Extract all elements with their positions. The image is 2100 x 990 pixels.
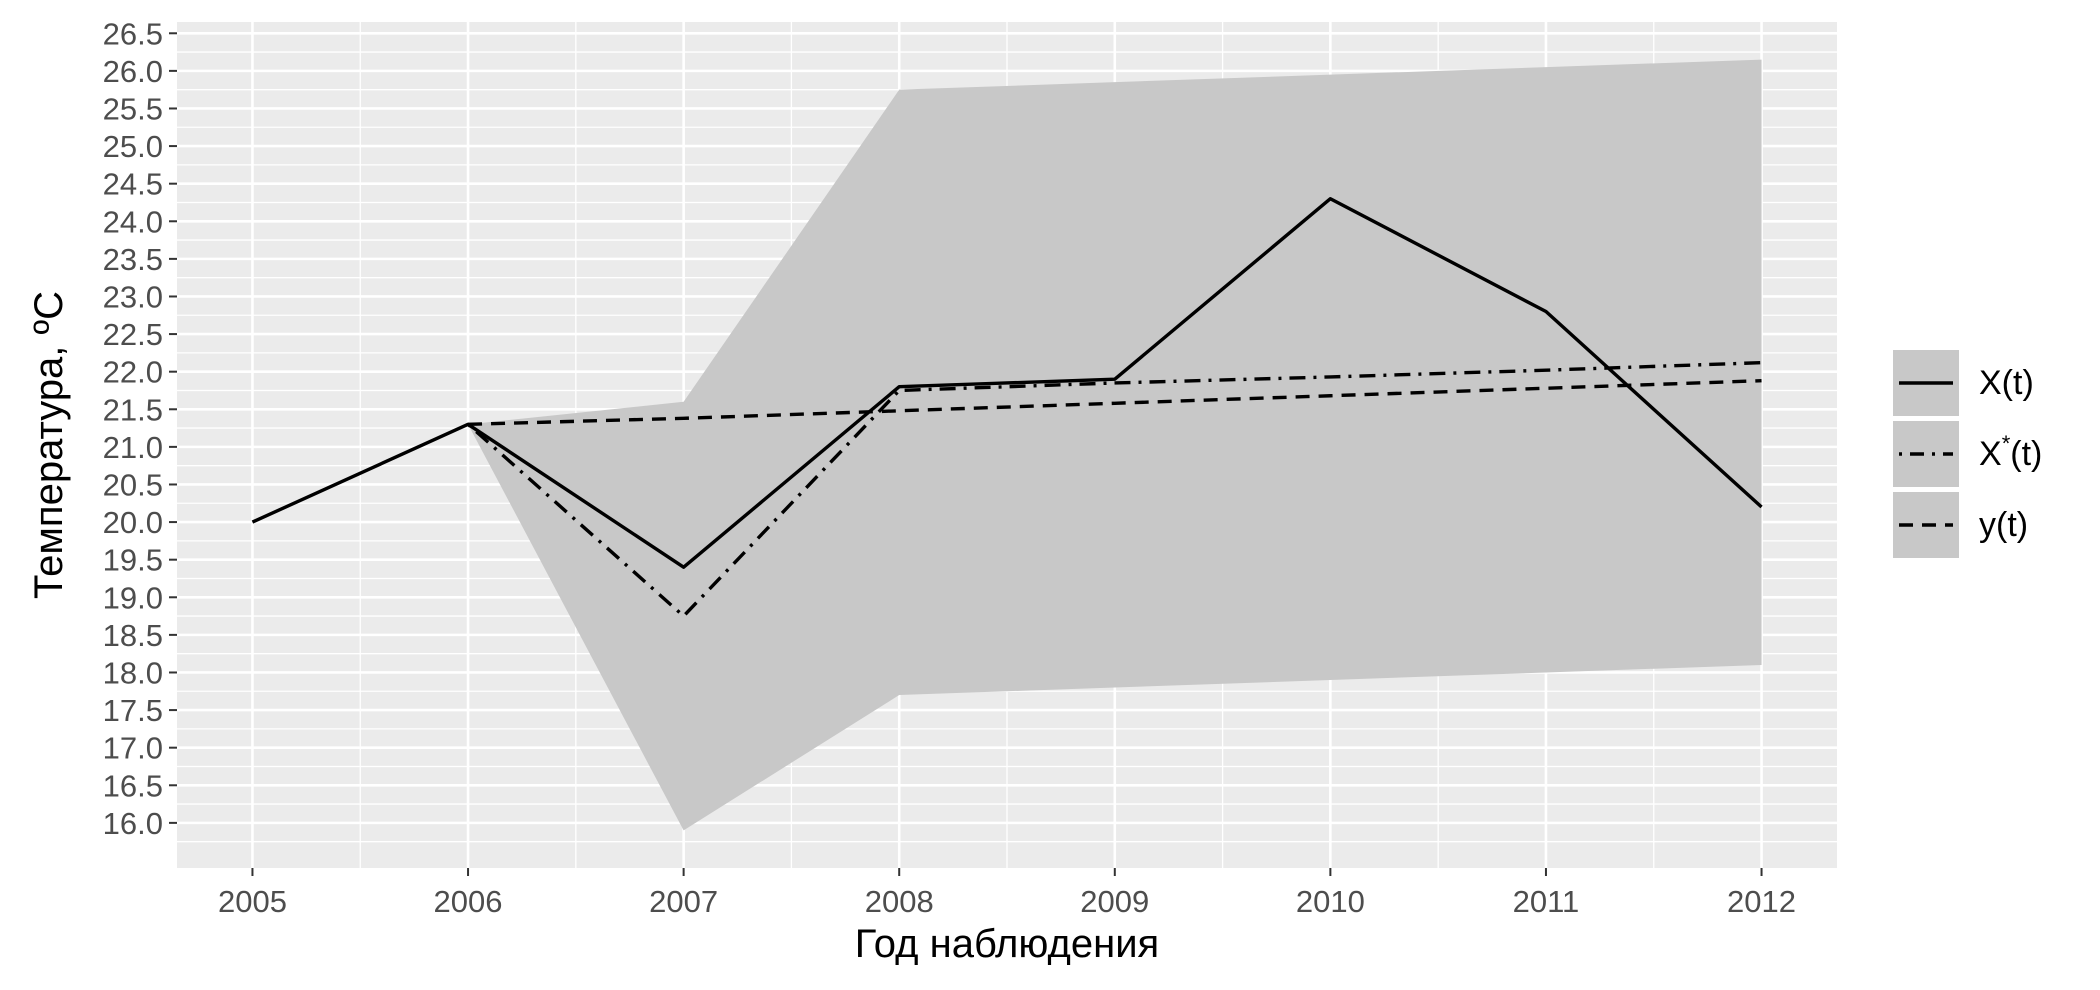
- legend-label: X(t): [1979, 364, 2034, 402]
- y-tick-label: 23.5: [103, 242, 163, 277]
- y-tick-label: 16.0: [103, 806, 163, 841]
- y-tick-label: 18.5: [103, 618, 163, 653]
- y-tick-label: 24.0: [103, 204, 163, 239]
- y-tick-label: 26.0: [103, 54, 163, 89]
- y-axis-title: Температура, ºС: [27, 291, 71, 599]
- y-tick-label: 23.0: [103, 279, 163, 314]
- y-tick-label: 20.0: [103, 505, 163, 540]
- legend: X(t) X*(t) y(t): [1893, 350, 2042, 558]
- x-tick-label: 2011: [1513, 884, 1580, 919]
- x-tick-label: 2009: [1080, 884, 1149, 919]
- confidence-band: [468, 59, 1762, 831]
- legend-item: y(t): [1893, 492, 2028, 558]
- series-line-2: [466, 360, 1762, 618]
- y-tick-label: 21.0: [103, 430, 163, 465]
- x-tick-label: 2006: [434, 884, 503, 919]
- x-tick-label: 2008: [865, 884, 934, 919]
- x-tick-label: 2012: [1727, 884, 1796, 919]
- y-tick-label: 19.0: [103, 580, 163, 615]
- y-tick-label: 17.5: [103, 693, 163, 728]
- legend-label: X*(t): [1979, 431, 2042, 473]
- y-tick-label: 22.5: [103, 317, 163, 352]
- y-tick-label: 25.0: [103, 129, 163, 164]
- x-axis-title: Год наблюдения: [855, 922, 1159, 966]
- x-tick-label: 2010: [1296, 884, 1365, 919]
- x-tick-label: 2007: [649, 884, 718, 919]
- y-tick-label: 25.5: [103, 91, 163, 126]
- y-tick-label: 18.0: [103, 655, 163, 690]
- legend-item: X*(t): [1893, 421, 2042, 487]
- x-tick-label: 2005: [218, 884, 287, 919]
- y-tick-label: 17.0: [103, 731, 163, 766]
- x-axis-ticks: 2005 2006 2007 2008 2009 2010 2011 2012: [218, 868, 1796, 919]
- y-tick-label: 20.5: [103, 467, 163, 502]
- y-tick-label: 19.5: [103, 543, 163, 578]
- legend-label: y(t): [1979, 506, 2028, 544]
- y-tick-label: 26.5: [103, 16, 163, 51]
- series-lines: [251, 197, 1763, 618]
- series-line-1: [251, 197, 1763, 569]
- legend-item: X(t): [1893, 350, 2034, 416]
- series-line-3: [467, 379, 1762, 427]
- y-tick-label: 24.5: [103, 167, 163, 202]
- y-tick-label: 21.5: [103, 392, 163, 427]
- y-axis-ticks: 16.016.517.017.518.018.519.019.520.020.5…: [103, 16, 177, 841]
- y-tick-label: 16.5: [103, 768, 163, 803]
- y-tick-label: 22.0: [103, 355, 163, 390]
